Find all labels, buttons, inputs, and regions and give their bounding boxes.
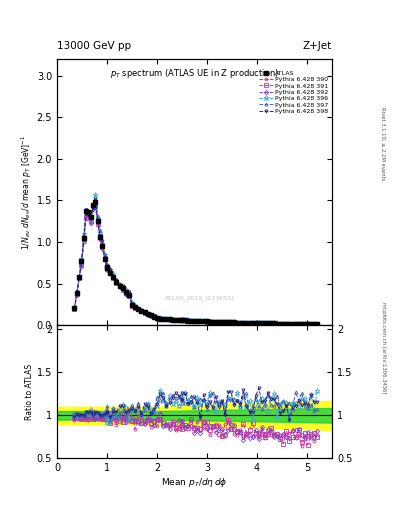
Legend: ATLAS, Pythia 6.428 390, Pythia 6.428 391, Pythia 6.428 392, Pythia 6.428 396, P: ATLAS, Pythia 6.428 390, Pythia 6.428 39…	[259, 70, 329, 115]
Text: 13000 GeV pp: 13000 GeV pp	[57, 41, 131, 51]
Y-axis label: Ratio to ATLAS: Ratio to ATLAS	[25, 364, 34, 420]
Y-axis label: $1/N_{ev}$ $dN_{ev}/d$ mean $p_T$ [GeV]$^{-1}$: $1/N_{ev}$ $dN_{ev}/d$ mean $p_T$ [GeV]$…	[19, 134, 34, 250]
Text: mcplots.cern.ch [arXiv:1306.3436]: mcplots.cern.ch [arXiv:1306.3436]	[381, 303, 386, 394]
Text: $p_T$ spectrum (ATLAS UE in Z production): $p_T$ spectrum (ATLAS UE in Z production…	[110, 67, 279, 80]
Text: Rivet 3.1.10, ≥ 2.2M events: Rivet 3.1.10, ≥ 2.2M events	[381, 106, 386, 180]
X-axis label: Mean $p_T/d\eta\,d\phi$: Mean $p_T/d\eta\,d\phi$	[161, 476, 228, 489]
Text: ATLAS_2019_I1736531: ATLAS_2019_I1736531	[165, 295, 235, 302]
Text: Z+Jet: Z+Jet	[303, 41, 332, 51]
